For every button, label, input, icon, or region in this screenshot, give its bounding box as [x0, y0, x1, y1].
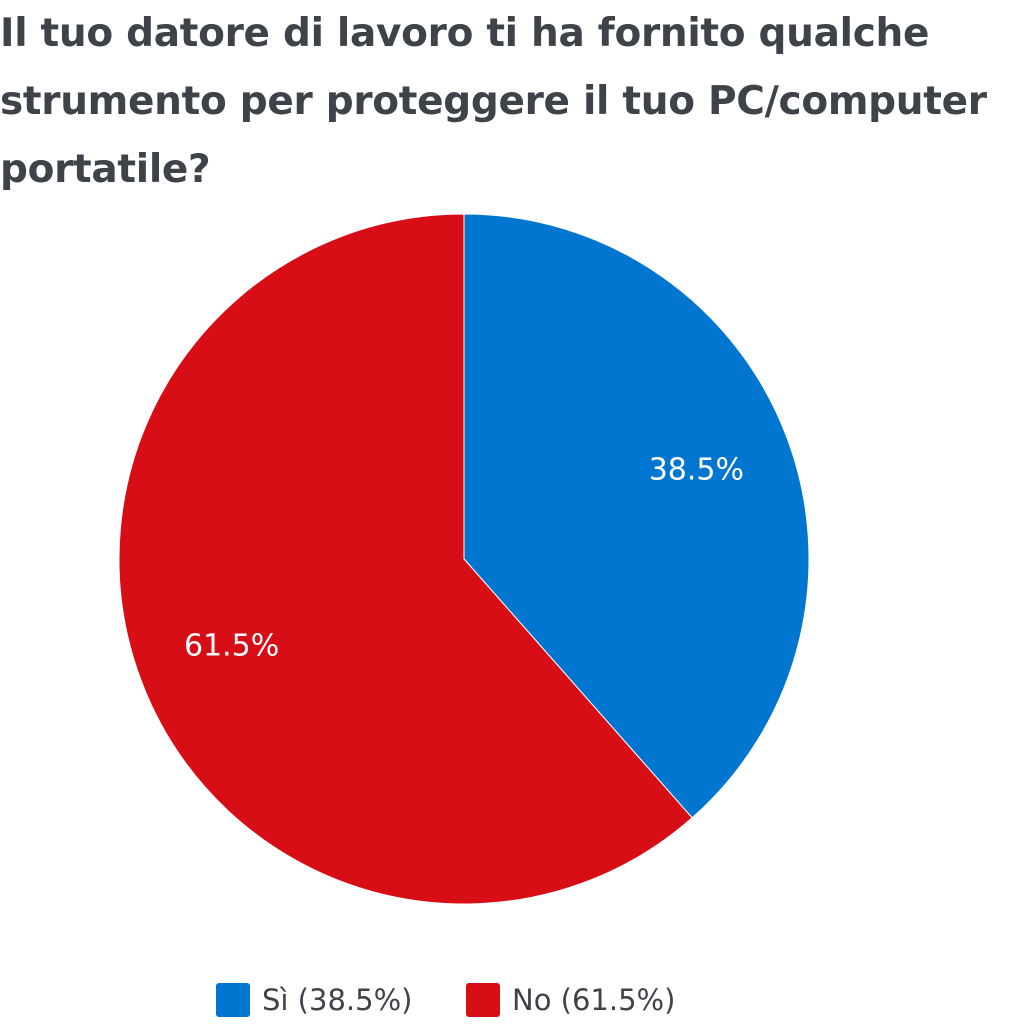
legend-item-no[interactable]: No (61.5%): [466, 975, 675, 1025]
chart-title: Il tuo datore di lavoro ti ha fornito qu…: [0, 11, 987, 192]
legend-swatch-si: [216, 983, 250, 1017]
slice-value-label: 61.5%: [184, 628, 279, 663]
legend: Sì (38.5%) No (61.5%): [0, 975, 1010, 1025]
pie-slice-s[interactable]: [463, 213, 810, 819]
legend-label-si: Sì (38.5%): [262, 983, 413, 1017]
legend-item-si[interactable]: Sì (38.5%): [216, 975, 412, 1025]
pie-chart: 38.5% 61.5%: [118, 213, 810, 905]
legend-swatch-no: [466, 983, 500, 1017]
legend-label-no: No (61.5%): [512, 983, 676, 1017]
slice-value-label: 38.5%: [649, 453, 744, 488]
pie-slice-no[interactable]: [118, 213, 693, 905]
